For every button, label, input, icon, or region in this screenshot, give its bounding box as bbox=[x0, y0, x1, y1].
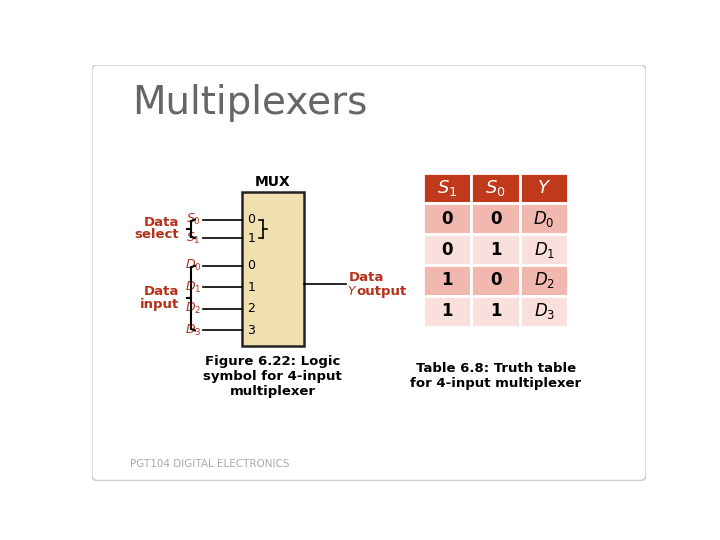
Text: Table 6.8: Truth table
for 4-input multiplexer: Table 6.8: Truth table for 4-input multi… bbox=[410, 362, 581, 390]
Bar bbox=[423, 234, 472, 265]
Text: 0: 0 bbox=[248, 213, 256, 226]
Bar bbox=[472, 265, 520, 296]
Text: Data: Data bbox=[143, 286, 179, 299]
Text: $Y$: $Y$ bbox=[348, 285, 358, 298]
Text: 1: 1 bbox=[441, 272, 453, 289]
Bar bbox=[520, 234, 568, 265]
Text: 1: 1 bbox=[490, 241, 501, 259]
Bar bbox=[520, 265, 568, 296]
Text: input: input bbox=[140, 298, 179, 310]
Text: $Y$: $Y$ bbox=[537, 179, 552, 197]
Text: 2: 2 bbox=[248, 302, 255, 315]
Text: $S_0$: $S_0$ bbox=[485, 178, 506, 198]
FancyBboxPatch shape bbox=[92, 65, 647, 481]
Bar bbox=[423, 204, 472, 234]
Bar bbox=[423, 265, 472, 296]
Text: $D_0$: $D_0$ bbox=[534, 209, 555, 229]
Text: $D_2$: $D_2$ bbox=[534, 271, 554, 291]
Text: 0: 0 bbox=[248, 259, 256, 272]
Text: 0: 0 bbox=[490, 210, 501, 228]
Bar bbox=[520, 296, 568, 327]
Text: $D_2$: $D_2$ bbox=[185, 301, 201, 316]
Text: 0: 0 bbox=[441, 210, 453, 228]
Text: $D_1$: $D_1$ bbox=[534, 240, 555, 260]
Bar bbox=[423, 296, 472, 327]
Bar bbox=[520, 173, 568, 204]
Text: 1: 1 bbox=[248, 232, 255, 245]
Text: PGT104 DIGITAL ELECTRONICS: PGT104 DIGITAL ELECTRONICS bbox=[130, 458, 289, 469]
Text: $D_1$: $D_1$ bbox=[185, 280, 201, 295]
Text: 1: 1 bbox=[441, 302, 453, 320]
Text: output: output bbox=[356, 286, 407, 299]
Text: 0: 0 bbox=[490, 272, 501, 289]
Bar bbox=[520, 204, 568, 234]
Text: 3: 3 bbox=[248, 324, 255, 337]
Text: $D_3$: $D_3$ bbox=[184, 323, 201, 338]
Text: Data: Data bbox=[143, 216, 179, 229]
Text: MUX: MUX bbox=[255, 175, 291, 189]
Text: 1: 1 bbox=[490, 302, 501, 320]
Text: $S_1$: $S_1$ bbox=[437, 178, 457, 198]
Bar bbox=[472, 296, 520, 327]
Bar bbox=[472, 173, 520, 204]
Text: Multiplexers: Multiplexers bbox=[132, 84, 367, 122]
Bar bbox=[472, 204, 520, 234]
Text: $S_0$: $S_0$ bbox=[186, 212, 201, 227]
Bar bbox=[242, 192, 304, 346]
Text: $D_3$: $D_3$ bbox=[534, 301, 555, 321]
Text: 1: 1 bbox=[248, 281, 255, 294]
Text: Figure 6.22: Logic
symbol for 4-input
multiplexer: Figure 6.22: Logic symbol for 4-input mu… bbox=[203, 355, 342, 398]
Text: $D_0$: $D_0$ bbox=[184, 258, 201, 273]
Text: Data: Data bbox=[349, 271, 384, 284]
Text: $S_1$: $S_1$ bbox=[186, 231, 201, 246]
Text: 0: 0 bbox=[441, 241, 453, 259]
Bar bbox=[472, 234, 520, 265]
Text: select: select bbox=[134, 228, 179, 241]
Bar bbox=[423, 173, 472, 204]
